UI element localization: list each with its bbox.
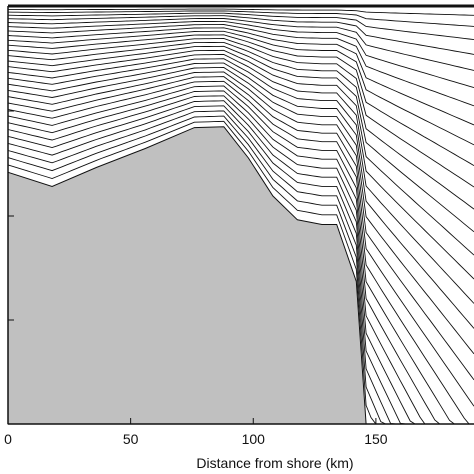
isoline [7, 85, 474, 425]
plot-area [7, 6, 474, 425]
isoline [7, 80, 474, 425]
isoline [7, 10, 474, 27]
x-tick-label: 150 [364, 431, 388, 447]
isoline [7, 41, 474, 210]
isoline [8, 8, 474, 16]
isoline [7, 18, 474, 71]
x-ticks: 0 50 100 150 [4, 418, 388, 447]
isoline [7, 45, 474, 233]
isoline [7, 95, 474, 425]
isolines-group [7, 8, 474, 425]
isoline [7, 62, 474, 329]
x-tick-label: 50 [123, 431, 139, 447]
frame [7, 4, 474, 425]
x-tick-label: 0 [4, 431, 12, 447]
isoline [7, 71, 474, 381]
isoline [7, 49, 474, 256]
isoline [7, 30, 474, 146]
isoline [7, 54, 474, 280]
isoline [7, 24, 474, 107]
isoline [7, 12, 474, 41]
bottom-fill [7, 126, 474, 425]
isoline [7, 105, 474, 425]
isoline [7, 38, 474, 188]
x-tick-label: 100 [242, 431, 266, 447]
isoline [7, 15, 474, 55]
isoline [7, 67, 474, 355]
isoline [7, 58, 474, 304]
isoline [7, 20, 474, 89]
isoline [7, 27, 474, 126]
isoline [7, 34, 474, 166]
isoline [7, 100, 474, 425]
isoline [7, 76, 474, 407]
x-axis-title: Distance from shore (km) [196, 455, 353, 471]
isoline [7, 90, 474, 425]
